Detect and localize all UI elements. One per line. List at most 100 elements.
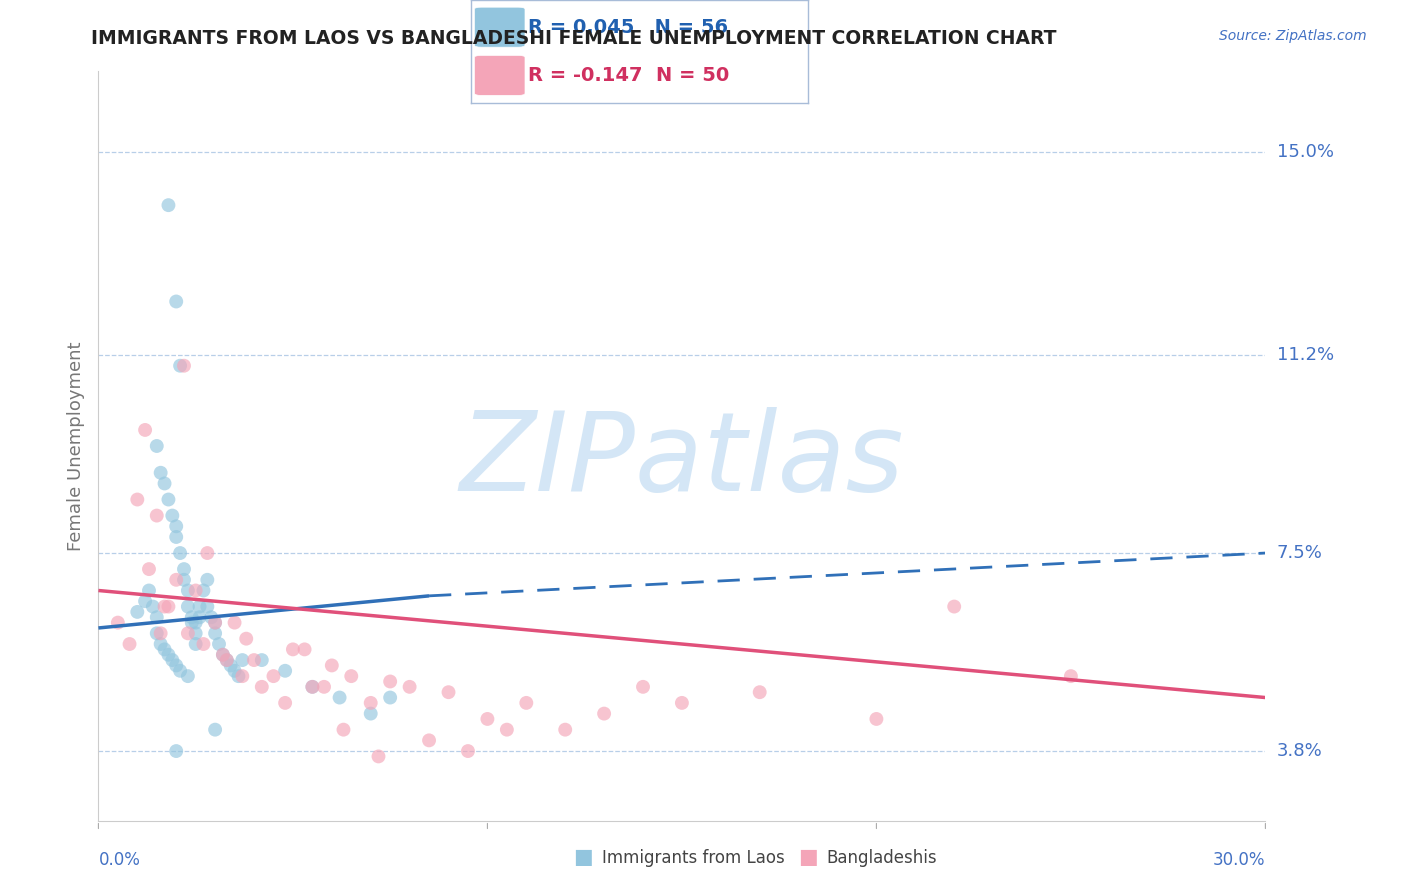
Point	[631, 680, 654, 694]
Point	[107, 615, 129, 630]
Point	[204, 615, 226, 630]
Point	[215, 653, 238, 667]
Point	[165, 519, 187, 533]
Point	[162, 508, 184, 523]
FancyBboxPatch shape	[474, 55, 524, 95]
Point	[294, 642, 316, 657]
Point	[173, 359, 195, 373]
Text: 15.0%: 15.0%	[1277, 143, 1333, 161]
Point	[321, 658, 343, 673]
Point	[367, 749, 389, 764]
Point	[671, 696, 693, 710]
Point	[169, 664, 191, 678]
Point	[157, 198, 180, 212]
Point	[554, 723, 576, 737]
Point	[157, 492, 180, 507]
Point	[301, 680, 323, 694]
Point	[118, 637, 141, 651]
Point	[360, 696, 382, 710]
Point	[262, 669, 284, 683]
Point	[228, 669, 250, 683]
Point	[224, 615, 246, 630]
Point	[274, 664, 297, 678]
Point	[340, 669, 363, 683]
Point	[184, 583, 207, 598]
Point	[177, 626, 200, 640]
Point	[380, 674, 402, 689]
Point	[200, 610, 222, 624]
Text: 7.5%: 7.5%	[1277, 544, 1323, 562]
Point	[477, 712, 499, 726]
Point	[146, 508, 169, 523]
Point	[274, 696, 297, 710]
Point	[1060, 669, 1083, 683]
Point	[142, 599, 165, 614]
Point	[748, 685, 770, 699]
Point	[865, 712, 887, 726]
Text: 3.8%: 3.8%	[1277, 742, 1322, 760]
Point	[153, 599, 176, 614]
Point	[380, 690, 402, 705]
Point	[496, 723, 519, 737]
Point	[138, 583, 160, 598]
Point	[180, 615, 202, 630]
Point	[418, 733, 440, 747]
Point	[312, 680, 335, 694]
Point	[165, 744, 187, 758]
Text: Immigrants from Laos: Immigrants from Laos	[602, 849, 785, 867]
Point	[515, 696, 537, 710]
Point	[457, 744, 479, 758]
Point	[173, 573, 195, 587]
Text: Bangladeshis: Bangladeshis	[827, 849, 938, 867]
Y-axis label: Female Unemployment: Female Unemployment	[66, 342, 84, 550]
Point	[180, 610, 202, 624]
Point	[184, 626, 207, 640]
Text: R = -0.147  N = 50: R = -0.147 N = 50	[529, 66, 730, 85]
Point	[250, 680, 273, 694]
Point	[193, 583, 215, 598]
Point	[134, 423, 156, 437]
Point	[212, 648, 235, 662]
Point	[184, 637, 207, 651]
Point	[301, 680, 323, 694]
Point	[250, 653, 273, 667]
Point	[195, 546, 218, 560]
Point	[177, 583, 200, 598]
Point	[235, 632, 257, 646]
Point	[212, 648, 235, 662]
Point	[188, 610, 211, 624]
Point	[243, 653, 266, 667]
Point	[188, 599, 211, 614]
Point	[329, 690, 352, 705]
Point	[127, 605, 149, 619]
FancyBboxPatch shape	[474, 7, 524, 47]
Point	[165, 530, 187, 544]
Point	[146, 610, 169, 624]
Text: 30.0%: 30.0%	[1213, 851, 1265, 869]
Text: 0.0%: 0.0%	[98, 851, 141, 869]
Point	[204, 626, 226, 640]
Point	[157, 648, 180, 662]
Text: ■: ■	[799, 847, 818, 867]
Point	[360, 706, 382, 721]
Point	[149, 466, 172, 480]
Point	[157, 599, 180, 614]
Point	[177, 599, 200, 614]
Point	[146, 439, 169, 453]
Point	[204, 723, 226, 737]
Point	[437, 685, 460, 699]
Point	[231, 653, 253, 667]
Text: Source: ZipAtlas.com: Source: ZipAtlas.com	[1219, 29, 1367, 43]
Text: ZIPatlas: ZIPatlas	[460, 408, 904, 515]
Point	[224, 664, 246, 678]
Point	[146, 626, 169, 640]
Point	[138, 562, 160, 576]
Point	[195, 573, 218, 587]
Point	[165, 294, 187, 309]
Point	[281, 642, 304, 657]
Point	[165, 573, 187, 587]
Point	[231, 669, 253, 683]
Point	[134, 594, 156, 608]
Point	[184, 615, 207, 630]
Point	[204, 615, 226, 630]
